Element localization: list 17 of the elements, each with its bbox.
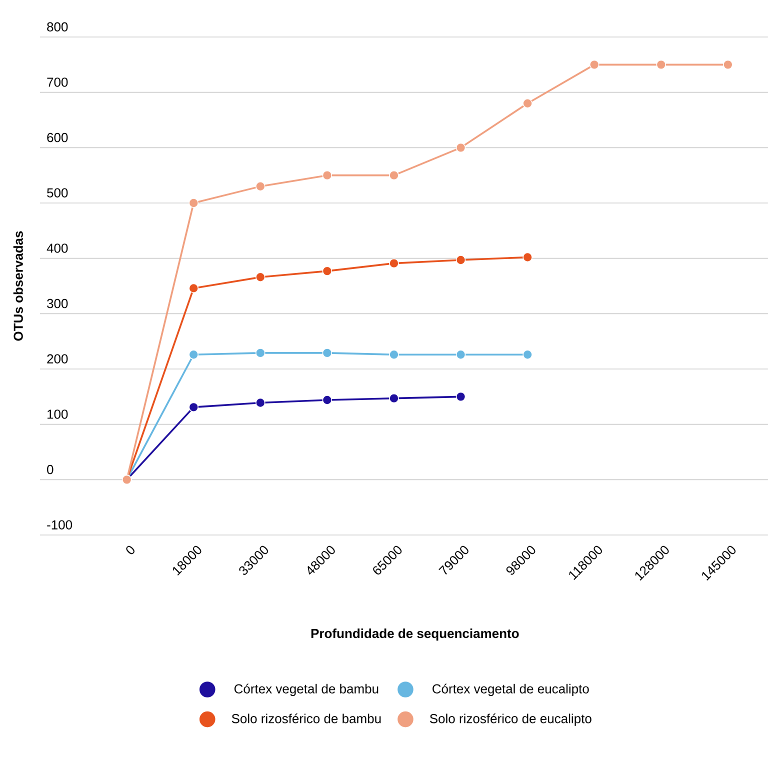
legend-label: Córtex vegetal de eucalipto xyxy=(432,684,589,696)
x-tick-label: 0 xyxy=(126,546,134,554)
x-axis-title: Profundidade de sequenciamento xyxy=(311,628,519,641)
y-tick-label: 300 xyxy=(47,298,68,308)
y-tick-label: 400 xyxy=(46,244,68,253)
y-tick-label: 0 xyxy=(47,464,54,474)
y-tick-label: 700 xyxy=(47,78,68,87)
y-tick-label: 500 xyxy=(47,188,68,198)
legend-label: Solo rizosférico de eucalipto xyxy=(430,714,592,726)
legend-label: Solo rizosférico de bambu xyxy=(232,714,381,724)
y-tick-label: 200 xyxy=(47,354,68,364)
y-tick-label: -100 xyxy=(47,520,72,530)
y-tick-label: 100 xyxy=(48,410,68,419)
y-axis-title: OTUs observadas xyxy=(13,231,23,341)
legend-label: Córtex vegetal de bambu xyxy=(234,684,378,696)
y-tick-label: 600 xyxy=(47,132,68,142)
y-tick-label: 800 xyxy=(47,22,68,32)
